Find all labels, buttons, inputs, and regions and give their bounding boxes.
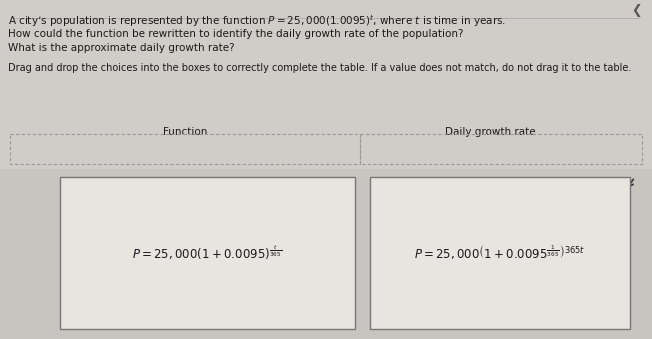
Text: $P = 25,000\left(1 + 0.0095^{\frac{1}{365}}\right)^{365t}$: $P = 25,000\left(1 + 0.0095^{\frac{1}{36… [414,244,585,262]
Text: Drag and drop the choices into the boxes to correctly complete the table. If a v: Drag and drop the choices into the boxes… [8,63,631,73]
FancyBboxPatch shape [60,177,355,329]
FancyBboxPatch shape [370,177,630,329]
Text: What is the approximate daily growth rate?: What is the approximate daily growth rat… [8,43,235,53]
Text: $P = 25,000(1 + 0.0095)^{\frac{t}{365}}$: $P = 25,000(1 + 0.0095)^{\frac{t}{365}}$ [132,244,282,262]
Text: Function: Function [163,127,207,137]
Bar [0,0,652,169]
Text: Daily growth rate: Daily growth rate [445,127,535,137]
Text: ❮: ❮ [632,4,642,17]
Text: How could the function be rewritten to identify the daily growth rate of the pop: How could the function be rewritten to i… [8,29,464,39]
Text: A city’s population is represented by the function $P = 25,000(1.0095)^t$, where: A city’s population is represented by th… [8,13,506,29]
